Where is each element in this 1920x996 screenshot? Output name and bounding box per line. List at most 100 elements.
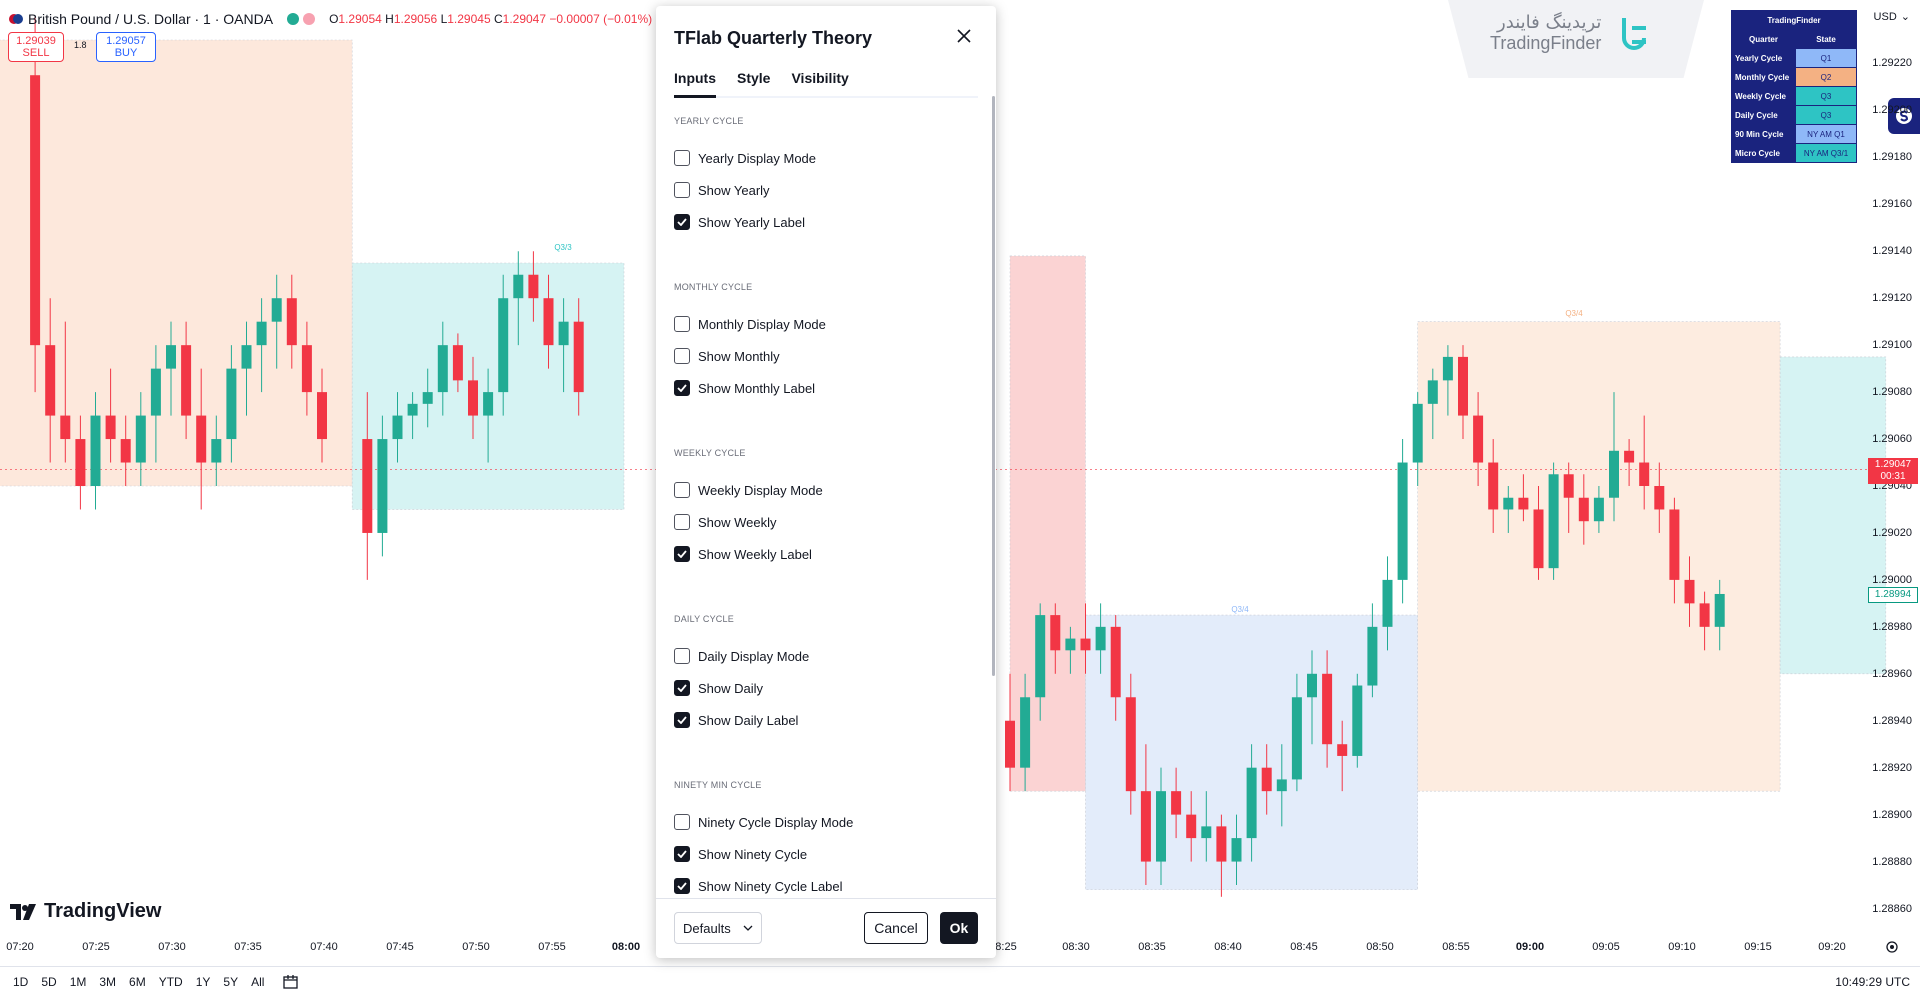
- checkbox[interactable]: [674, 214, 690, 230]
- candle-body: [1548, 474, 1559, 569]
- checkbox[interactable]: [674, 712, 690, 728]
- candle-body: [1518, 497, 1529, 510]
- checkbox[interactable]: [674, 182, 690, 198]
- bearish-candle: [196, 368, 207, 510]
- tab-style[interactable]: Style: [737, 70, 771, 86]
- checkmark-icon: [677, 384, 687, 392]
- checkbox[interactable]: [674, 150, 690, 166]
- checkbox[interactable]: [674, 316, 690, 332]
- range-button-ytd[interactable]: YTD: [158, 974, 183, 989]
- range-button-all[interactable]: All: [251, 974, 265, 989]
- dialog-title: TFlab Quarterly Theory: [674, 28, 873, 48]
- bearish-candle: [1140, 744, 1151, 886]
- checkbox-row[interactable]: Monthly Display Mode: [674, 316, 826, 332]
- cancel-button[interactable]: Cancel: [864, 912, 928, 944]
- tab-inputs[interactable]: Inputs: [674, 66, 716, 98]
- current-price-tag: 1.29047 00:31: [1868, 457, 1918, 484]
- utc-clock[interactable]: 10:49:29 UTC: [1835, 974, 1910, 989]
- date-range-icon[interactable]: [282, 974, 300, 990]
- price-tick-label: 1.29000: [1872, 573, 1912, 586]
- checkbox-row[interactable]: Show Weekly: [674, 514, 777, 530]
- checkbox-label: Show Weekly Label: [698, 546, 812, 562]
- alert-icon: [303, 13, 316, 25]
- checkbox-row[interactable]: Show Daily: [674, 680, 763, 696]
- checkbox[interactable]: [674, 514, 690, 530]
- checkbox-row[interactable]: Weekly Display Mode: [674, 482, 823, 498]
- checkbox[interactable]: [674, 680, 690, 696]
- candle-body: [301, 345, 312, 393]
- candle-body: [1639, 462, 1650, 486]
- range-button-3m[interactable]: 3M: [99, 974, 117, 989]
- range-button-5d[interactable]: 5D: [41, 974, 57, 989]
- settings-icon[interactable]: [1884, 939, 1900, 955]
- bullish-candle: [150, 345, 161, 463]
- ok-button[interactable]: Ok: [940, 912, 978, 944]
- tradingview-logo[interactable]: TradingView: [10, 900, 161, 923]
- candle-body: [271, 298, 282, 322]
- checkbox-row[interactable]: Show Monthly: [674, 348, 780, 364]
- checkbox[interactable]: [674, 878, 690, 894]
- candle-body: [1065, 638, 1076, 651]
- cycle-name: Monthly Cycle: [1731, 67, 1796, 87]
- checkbox-row[interactable]: Show Yearly: [674, 182, 770, 198]
- time-tick-label: 08:35: [1138, 941, 1166, 953]
- candle-body: [120, 439, 131, 463]
- candle-body: [452, 345, 463, 381]
- checkbox-row[interactable]: Show Ninety Cycle: [674, 846, 807, 862]
- bearish-candle: [105, 368, 116, 463]
- dialog-tabs: Inputs Style Visibility: [674, 66, 978, 98]
- checkbox[interactable]: [674, 546, 690, 562]
- candle-body: [1427, 380, 1438, 404]
- close-icon[interactable]: [952, 24, 976, 48]
- price-tick-label: 1.28980: [1872, 620, 1912, 633]
- range-button-5y[interactable]: 5Y: [223, 974, 239, 989]
- price-axis[interactable]: USD ⌄ 1.29220 1.29200 1.29180 1.29160 1.2914…: [1868, 0, 1920, 940]
- time-tick-label: 8:25: [995, 941, 1017, 953]
- bullish-candle: [1397, 439, 1408, 604]
- sell-button[interactable]: 1.29039 SELL: [8, 32, 64, 62]
- checkbox-row[interactable]: Show Weekly Label: [674, 546, 812, 562]
- buy-button[interactable]: 1.29057 BUY: [96, 32, 156, 62]
- checkbox[interactable]: [674, 814, 690, 830]
- checkbox[interactable]: [674, 648, 690, 664]
- price-tick-label: 1.28960: [1872, 667, 1912, 680]
- range-button-1y[interactable]: 1Y: [195, 974, 211, 989]
- sidebar-toggle-button[interactable]: [1888, 98, 1920, 134]
- range-button-1d[interactable]: 1D: [13, 974, 29, 989]
- checkbox-row[interactable]: Show Daily Label: [674, 712, 798, 728]
- candle-body: [422, 392, 433, 404]
- checkbox-row[interactable]: Show Monthly Label: [674, 380, 815, 396]
- symbol-name[interactable]: British Pound / U.S. Dollar · 1 · OANDA: [28, 11, 274, 27]
- symbol-header[interactable]: British Pound / U.S. Dollar · 1 · OANDA …: [8, 8, 652, 30]
- candle-body: [528, 274, 539, 299]
- dialog-scrollbar[interactable]: [992, 96, 995, 676]
- tab-visibility[interactable]: Visibility: [791, 70, 849, 86]
- checkbox[interactable]: [674, 380, 690, 396]
- candle-body: [1246, 767, 1257, 839]
- bearish-candle: [1171, 767, 1182, 839]
- candle-body: [1714, 593, 1725, 627]
- checkbox-label: Monthly Display Mode: [698, 316, 826, 332]
- defaults-dropdown[interactable]: Defaults: [674, 912, 762, 944]
- time-tick-label: 07:25: [82, 941, 110, 953]
- checkbox-row[interactable]: Daily Display Mode: [674, 648, 809, 664]
- market-status-dots: [287, 13, 316, 25]
- checkbox-row[interactable]: Yearly Display Mode: [674, 150, 816, 166]
- checkbox-row[interactable]: Show Ninety Cycle Label: [674, 878, 843, 894]
- time-axis[interactable]: 07:20 07:25 07:30 07:35 07:40 07:45 07:50 07:55…: [0, 938, 1868, 960]
- currency-selector[interactable]: USD ⌄: [1873, 10, 1910, 24]
- checkbox[interactable]: [674, 348, 690, 364]
- range-button-6m[interactable]: 6M: [129, 974, 146, 989]
- cycle-state: NY AM Q3/1: [1795, 143, 1857, 163]
- checkbox[interactable]: [674, 846, 690, 862]
- range-button-1m[interactable]: 1M: [69, 974, 87, 989]
- checkbox[interactable]: [674, 482, 690, 498]
- checkbox-row[interactable]: Ninety Cycle Display Mode: [674, 814, 853, 830]
- candle-body: [1458, 356, 1468, 416]
- checkbox-row[interactable]: Show Yearly Label: [674, 214, 805, 230]
- cycle-table-row: 90 Min Cycle NY AM Q1: [1731, 124, 1857, 144]
- candle-body: [286, 298, 297, 346]
- bullish-candle: [1367, 603, 1378, 698]
- bearish-candle: [1684, 556, 1695, 627]
